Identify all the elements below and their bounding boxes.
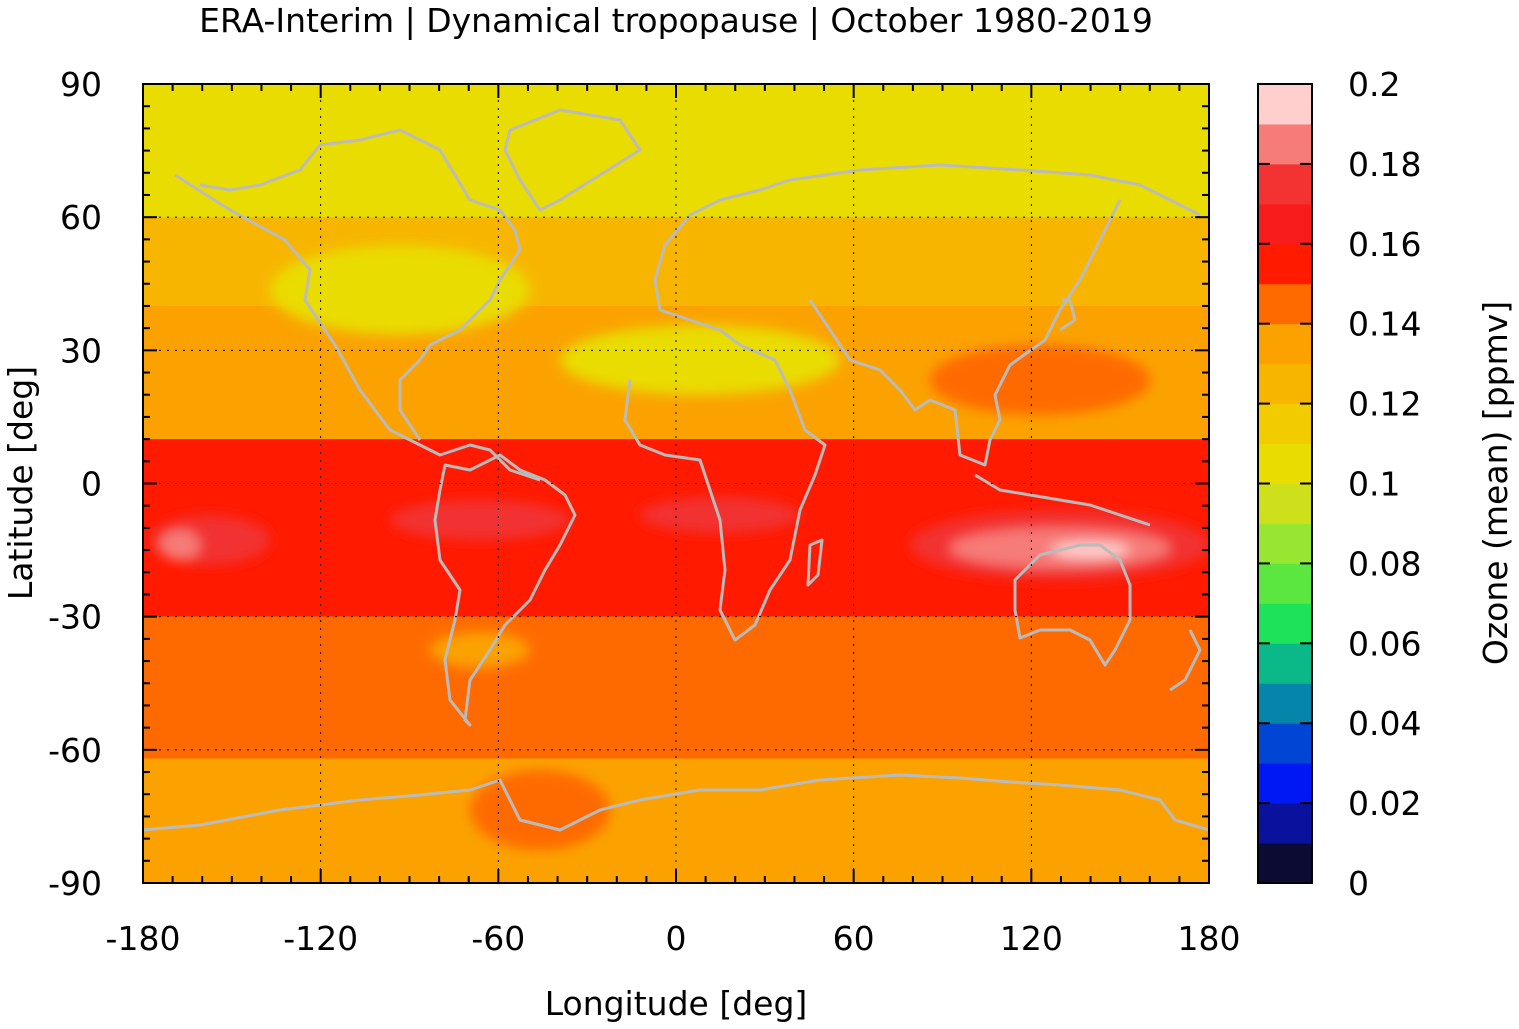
colorbar-segment-1 — [1258, 803, 1312, 844]
colorbar-segment-2 — [1258, 763, 1312, 804]
colorbar-tick-label: 0.1 — [1348, 465, 1400, 504]
latitude-band-0 — [143, 84, 1209, 218]
colorbar-segment-6 — [1258, 603, 1312, 644]
colorbar-tick-label: 0.04 — [1348, 704, 1421, 743]
latitude-bands — [143, 84, 1209, 883]
x-tick-label: -120 — [283, 919, 358, 958]
coastline-madagascar — [806, 538, 824, 587]
colorbar-segment-8 — [1258, 523, 1312, 564]
y-tick-label: -30 — [48, 598, 102, 637]
chart-title: ERA-Interim | Dynamical tropopause | Oct… — [199, 1, 1153, 40]
colorbar-tick-label: 0 — [1348, 864, 1369, 903]
colorbar-segment-14 — [1258, 283, 1312, 325]
colorbar-segment-5 — [1258, 643, 1312, 684]
colorbar-ticks: 0 0.02 0.04 0.06 0.08 0.1 0.12 0.14 0.16 0.18 0.2 — [1258, 65, 1421, 903]
y-tick-label: 30 — [60, 331, 102, 370]
colorbar — [1258, 84, 1312, 884]
x-axis-label: Longitude [deg] — [545, 984, 808, 1023]
coastline-north-america — [174, 128, 541, 482]
x-tick-label: -60 — [471, 919, 525, 958]
map-field — [143, 84, 1209, 883]
grid — [143, 84, 1209, 883]
north-africa-low-patch — [560, 325, 840, 395]
colorbar-segment-10 — [1258, 443, 1312, 484]
y-tick-label: 60 — [60, 198, 102, 237]
arctic-low-patch — [350, 100, 630, 200]
colorbar-segment-3 — [1258, 723, 1312, 764]
africa-max-patch — [640, 497, 800, 533]
north-america-low-patch — [270, 245, 530, 335]
coastline-new-zealand — [1169, 629, 1202, 692]
colorbar-segment-9 — [1258, 483, 1312, 524]
coastline-antarctica — [143, 773, 1209, 832]
colorbar-segment-13 — [1258, 323, 1312, 365]
colorbar-segment-11 — [1258, 403, 1312, 445]
x-tick-label: 0 — [666, 919, 687, 958]
patagonia-low-patch — [430, 632, 530, 668]
minor-ticks — [142, 83, 1210, 884]
colorbar-tick-label: 0.14 — [1348, 305, 1421, 344]
x-axis: -180 -120 -60 0 60 120 180 — [106, 919, 1241, 958]
x-tick-label: 180 — [1178, 919, 1241, 958]
y-axis-label: Latitude [deg] — [1, 366, 40, 600]
y-tick-label: -90 — [48, 864, 102, 903]
colorbar-tick-label: 0.18 — [1348, 145, 1421, 184]
asia-high-patch — [930, 345, 1150, 415]
colorbar-segment-12 — [1258, 363, 1312, 405]
y-tick-label: 90 — [60, 65, 102, 104]
coastline-greenland — [503, 108, 642, 212]
colorbar-tick-label: 0.16 — [1348, 225, 1421, 264]
coastline-australia — [1013, 543, 1132, 667]
colorbar-tick-label: 0.12 — [1348, 385, 1421, 424]
colorbar-segment-17 — [1258, 163, 1312, 205]
colorbar-segment-16 — [1258, 203, 1312, 245]
y-axis: -90 -60 -30 0 30 60 90 — [48, 65, 102, 903]
coastline-asia — [789, 163, 1201, 467]
x-tick-label: 120 — [1000, 919, 1063, 958]
coastline-europe-africa — [623, 178, 827, 642]
colorbar-segment-15 — [1258, 243, 1312, 285]
colorbar-segment-18 — [1258, 123, 1312, 165]
colorbar-segment-0 — [1258, 843, 1312, 884]
colorbar-segment-7 — [1258, 563, 1312, 604]
colorbar-segment-19 — [1258, 84, 1312, 125]
latitude-band-4 — [143, 616, 1209, 759]
colorbar-segment-4 — [1258, 683, 1312, 724]
colorbar-tick-label: 0.06 — [1348, 624, 1421, 663]
y-tick-label: 0 — [81, 465, 102, 504]
x-tick-label: 60 — [833, 919, 875, 958]
coastline-japan — [1059, 298, 1077, 332]
colorbar-tick-label: 0.2 — [1348, 65, 1400, 104]
pacific-peak-patch — [160, 530, 200, 560]
colorbar-label: Ozone (mean) [ppmv] — [1476, 301, 1515, 665]
coastline-south-america — [433, 453, 577, 727]
colorbar-tick-label: 0.08 — [1348, 544, 1421, 583]
colorbar-tick-label: 0.02 — [1348, 784, 1421, 823]
coastline-indonesia — [974, 473, 1151, 527]
x-tick-label: -180 — [106, 919, 181, 958]
y-tick-label: -60 — [48, 731, 102, 770]
coastlines — [143, 108, 1209, 832]
south-america-max-patch — [390, 500, 570, 540]
